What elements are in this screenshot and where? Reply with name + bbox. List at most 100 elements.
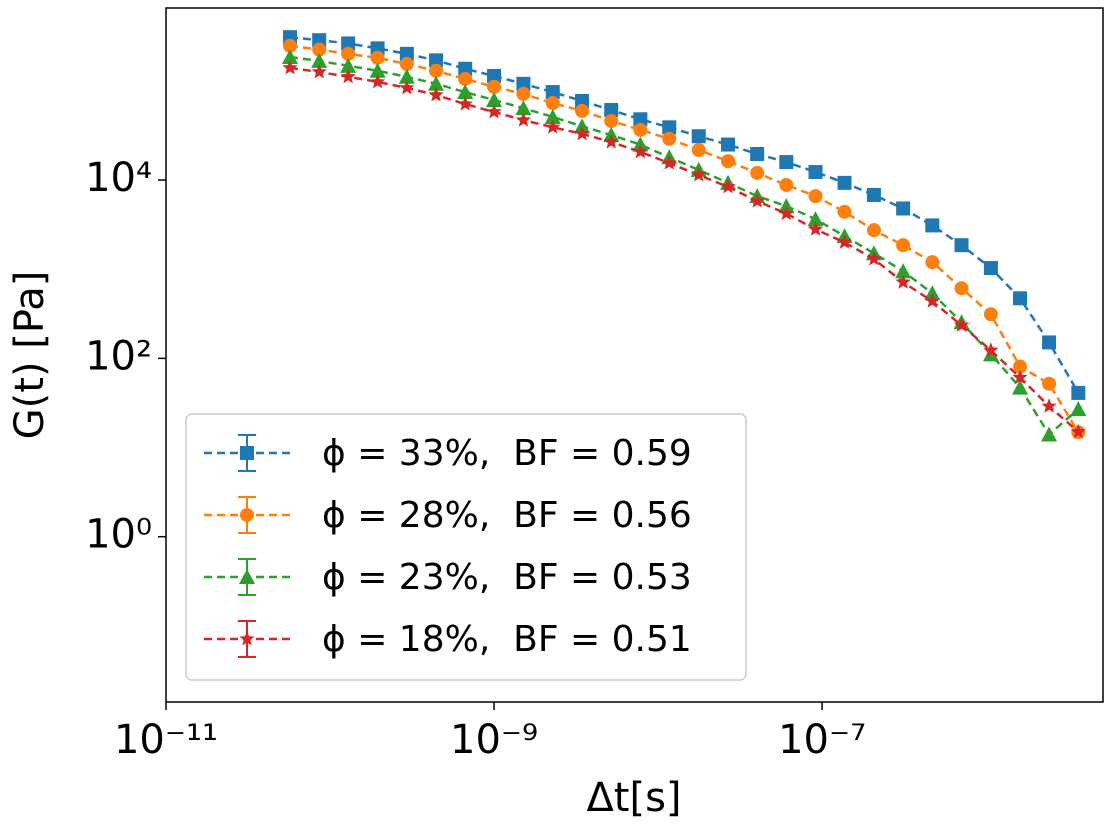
- legend-marker: [240, 446, 254, 460]
- marker: [575, 103, 590, 118]
- marker: [750, 146, 765, 161]
- marker: [574, 118, 591, 134]
- x-axis-label: Δt[s]: [586, 775, 681, 821]
- marker: [515, 112, 531, 127]
- marker: [837, 204, 852, 219]
- legend: ϕ = 33%, BF = 0.59 ϕ = 28%, BF = 0.56 ϕ = …: [185, 413, 747, 681]
- marker: [311, 64, 327, 79]
- marker: [632, 143, 648, 159]
- marker: [486, 104, 502, 119]
- marker: [896, 201, 911, 216]
- marker: [457, 96, 473, 111]
- marker: [575, 93, 590, 108]
- marker: [369, 62, 386, 78]
- legend-label: ϕ = 28%, BF = 0.56: [322, 495, 692, 536]
- marker: [1070, 401, 1087, 417]
- marker: [603, 134, 619, 149]
- y-tick-label: 10²: [85, 333, 152, 379]
- marker: [691, 129, 706, 144]
- series-line: [289, 66, 1080, 433]
- marker: [604, 113, 619, 128]
- marker: [340, 68, 356, 84]
- marker: [779, 155, 794, 170]
- legend-label: ϕ = 33%, BF = 0.59: [322, 433, 692, 474]
- marker: [399, 79, 415, 95]
- marker: [807, 211, 824, 227]
- legend-box: [185, 413, 747, 681]
- marker: [895, 274, 911, 289]
- marker: [515, 100, 532, 116]
- series-line: [289, 44, 1080, 434]
- marker: [779, 177, 794, 192]
- marker: [778, 198, 795, 214]
- marker: [633, 122, 648, 137]
- marker: [370, 50, 385, 65]
- marker: [428, 75, 445, 91]
- marker: [1070, 423, 1086, 439]
- marker: [895, 263, 912, 279]
- marker: [954, 281, 969, 296]
- marker: [487, 68, 502, 83]
- marker: [311, 52, 328, 68]
- marker: [720, 178, 736, 194]
- marker: [983, 342, 999, 357]
- marker: [486, 92, 503, 108]
- marker: [749, 193, 765, 208]
- marker: [545, 119, 561, 134]
- marker: [662, 120, 677, 135]
- marker: [1012, 379, 1029, 395]
- marker: [281, 48, 298, 64]
- marker: [662, 131, 677, 146]
- marker: [487, 79, 502, 94]
- marker: [398, 68, 415, 84]
- marker: [341, 46, 356, 61]
- marker: [1013, 359, 1028, 374]
- x-tick-label: 10⁻¹¹: [114, 717, 218, 763]
- marker: [370, 73, 386, 89]
- marker: [954, 238, 969, 253]
- marker: [924, 285, 941, 301]
- legend-marker: [239, 569, 255, 584]
- marker: [924, 293, 940, 308]
- marker: [429, 53, 444, 68]
- marker: [282, 59, 298, 75]
- marker: [574, 125, 590, 141]
- marker: [1042, 335, 1057, 350]
- marker: [661, 155, 677, 170]
- marker: [633, 112, 648, 127]
- marker: [750, 165, 765, 180]
- marker: [399, 46, 414, 61]
- marker: [1042, 376, 1057, 391]
- marker: [1012, 369, 1028, 384]
- marker: [807, 221, 824, 236]
- plot-area: [281, 30, 1087, 442]
- x-tick-label: 10⁻⁹: [450, 717, 538, 763]
- marker: [983, 307, 998, 322]
- marker: [778, 205, 794, 221]
- marker: [1013, 291, 1028, 306]
- marker: [808, 165, 823, 180]
- marker: [983, 261, 998, 276]
- marker: [925, 255, 940, 270]
- marker: [429, 63, 444, 78]
- marker: [866, 187, 881, 202]
- marker: [340, 57, 357, 73]
- marker: [399, 57, 414, 72]
- legend-marker: [240, 508, 254, 522]
- series-line: [289, 55, 1080, 437]
- marker: [428, 87, 444, 102]
- marker: [866, 251, 882, 266]
- marker: [516, 76, 531, 91]
- series-line: [289, 35, 1080, 394]
- legend-label: ϕ = 23%, BF = 0.53: [322, 557, 692, 598]
- legend-marker: [239, 631, 255, 646]
- marker: [545, 85, 560, 100]
- marker: [544, 108, 561, 124]
- legend-label: ϕ = 18%, BF = 0.51: [322, 619, 692, 660]
- marker: [458, 71, 473, 86]
- marker: [1071, 385, 1086, 400]
- marker: [691, 143, 706, 158]
- marker: [808, 189, 823, 204]
- y-tick-label: 10⁰: [85, 512, 152, 558]
